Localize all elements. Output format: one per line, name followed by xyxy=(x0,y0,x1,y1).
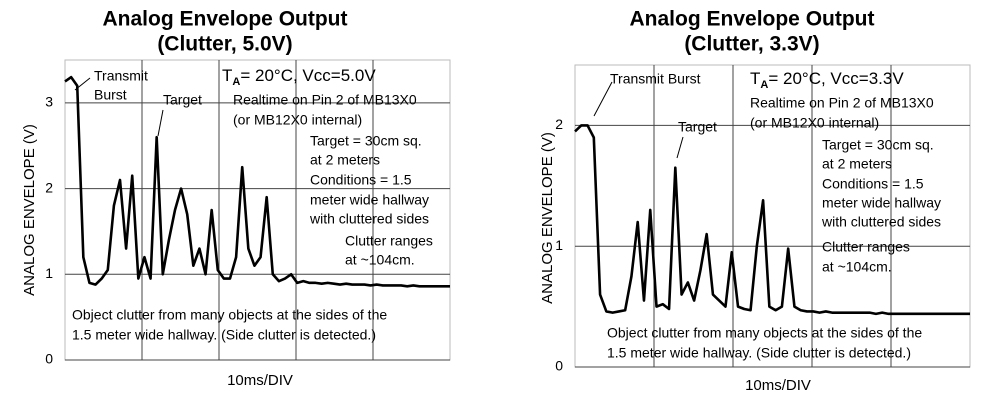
condition-symbol: T xyxy=(750,69,760,88)
chart: Analog Envelope Output(Clutter, 5.0V) 0 1 2… xyxy=(21,8,451,389)
chart-subtitle: (Clutter, 5.0V) xyxy=(157,33,292,56)
annotation: with cluttered sides xyxy=(821,214,941,230)
annotation: Realtime on Pin 2 of MB13X0 xyxy=(750,95,934,111)
annotation: (or MB12X0 internal) xyxy=(233,112,362,128)
condition-label: TA= 20°C, Vcc=3.3V xyxy=(750,69,904,90)
annotation: Object clutter from many objects at the … xyxy=(607,325,922,341)
y-axis-label: ANALOG ENVELOPE (V) xyxy=(539,132,556,304)
pointer-line xyxy=(593,81,613,117)
annotation: with cluttered sides xyxy=(309,211,429,227)
annotation: Object clutter from many objects at the … xyxy=(72,307,387,323)
pointer-line xyxy=(74,77,91,91)
annotation: at 2 meters xyxy=(822,156,892,172)
chart: Analog Envelope Output(Clutter, 3.3V) 0 1 2… xyxy=(539,8,971,394)
annotation: 1.5 meter wide hallway. (Side clutter is… xyxy=(607,345,911,361)
y-tick-label: 1 xyxy=(45,265,53,281)
annotation: Burst xyxy=(94,87,127,103)
y-tick-label: 1 xyxy=(555,237,563,253)
y-tick-label: 2 xyxy=(555,116,563,132)
y-tick-label: 0 xyxy=(45,351,53,367)
chart-title: Analog Envelope Output xyxy=(103,8,348,31)
y-tick-label: 0 xyxy=(555,358,563,374)
annotation: Target = 30cm sq. xyxy=(822,137,934,153)
annotation: meter wide hallway xyxy=(310,192,429,208)
condition-subscript: A xyxy=(760,79,768,91)
envelope-line xyxy=(574,124,970,316)
y-axis-label: ANALOG ENVELOPE (V) xyxy=(21,124,38,296)
annotation: Transmit Burst xyxy=(610,71,701,87)
annotation: at 2 meters xyxy=(310,152,380,168)
annotation: (or MB12X0 internal) xyxy=(750,115,879,131)
pointer-line xyxy=(676,136,684,159)
condition-symbol: T xyxy=(222,66,232,85)
annotation: Transmit xyxy=(94,68,148,84)
chart-subtitle: (Clutter, 3.3V) xyxy=(684,33,819,56)
annotation: meter wide hallway xyxy=(822,195,941,211)
x-axis-label: 10ms/DIV xyxy=(227,372,293,389)
condition-label: TA= 20°C, Vcc=5.0V xyxy=(222,66,376,87)
y-tick-label: 2 xyxy=(45,179,53,195)
envelope-line xyxy=(64,75,450,288)
annotation: Realtime on Pin 2 of MB13X0 xyxy=(233,92,417,108)
annotation: Clutter ranges xyxy=(822,239,910,255)
pointer-line xyxy=(157,109,164,137)
annotation: Clutter ranges xyxy=(345,233,433,249)
annotation: Conditions = 1.5 xyxy=(310,172,412,188)
x-axis-label: 10ms/DIV xyxy=(745,377,811,394)
condition-subscript: A xyxy=(232,76,240,88)
chart-title: Analog Envelope Output xyxy=(630,8,875,31)
annotation: at ~104cm. xyxy=(345,252,415,268)
annotation: Target xyxy=(678,119,717,135)
annotation: Target xyxy=(163,92,202,108)
condition-rest: = 20°C, Vcc=5.0V xyxy=(240,66,376,85)
annotation: 1.5 meter wide hallway. (Side clutter is… xyxy=(72,327,376,343)
annotation: Conditions = 1.5 xyxy=(822,176,924,192)
y-tick-label: 3 xyxy=(45,94,53,110)
condition-rest: = 20°C, Vcc=3.3V xyxy=(768,69,904,88)
annotation: Target = 30cm sq. xyxy=(310,133,422,149)
annotation: at ~104cm. xyxy=(822,259,892,275)
